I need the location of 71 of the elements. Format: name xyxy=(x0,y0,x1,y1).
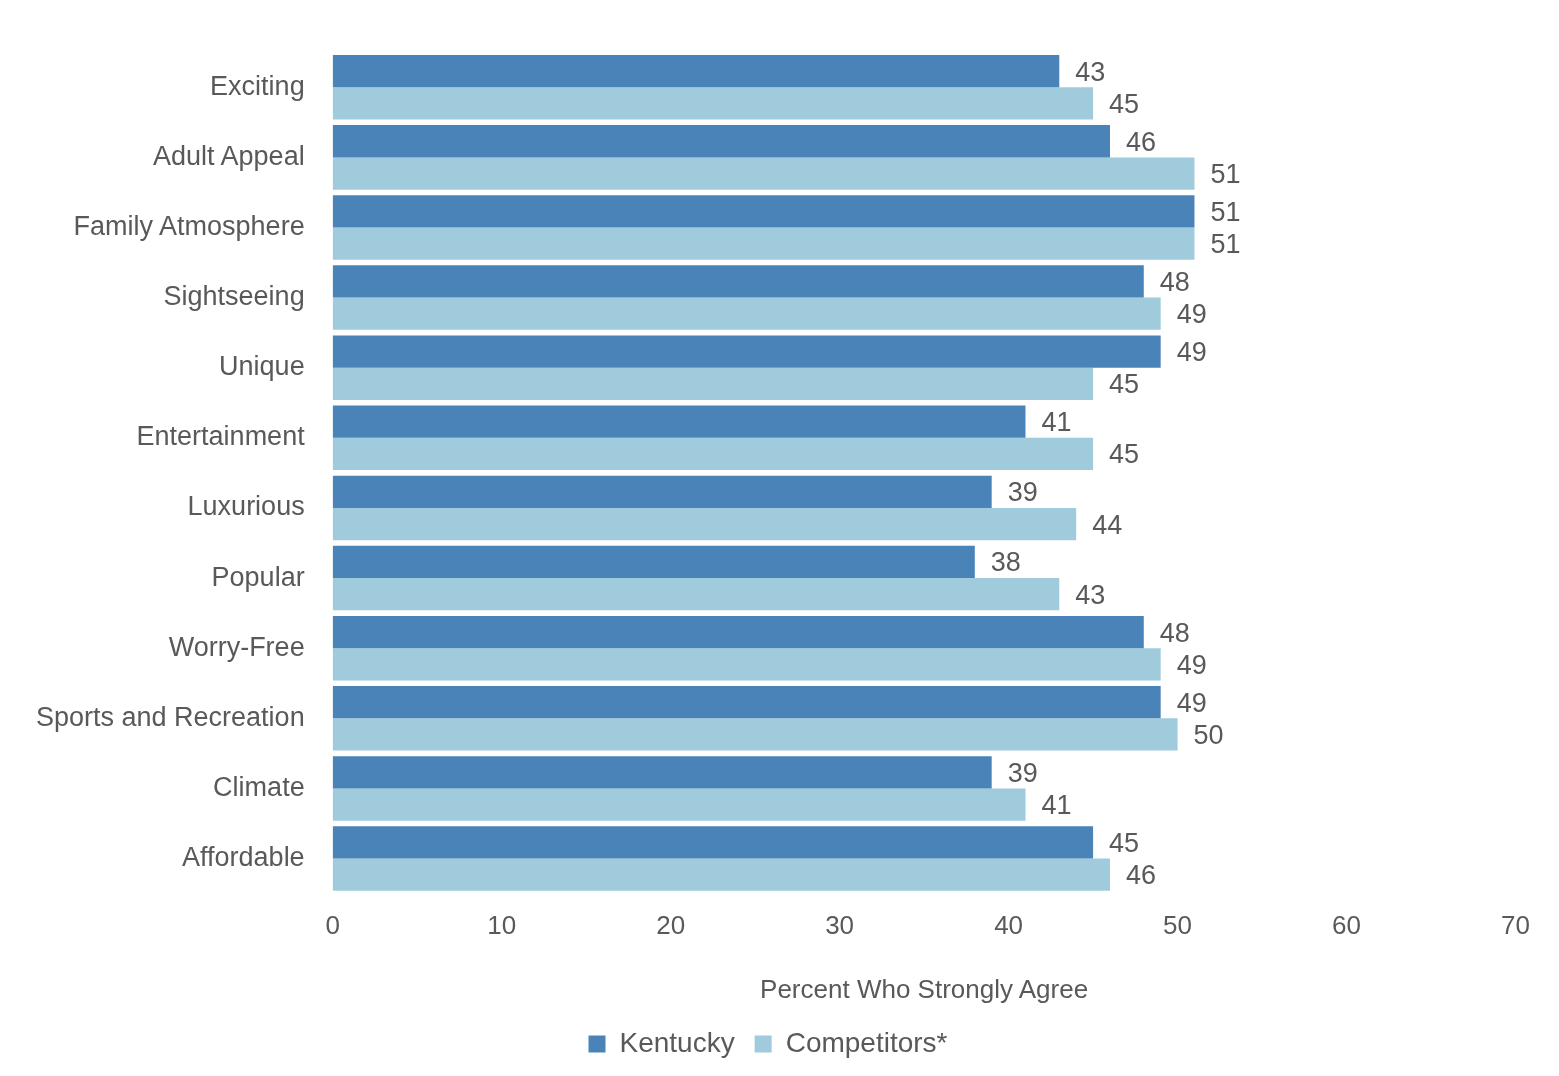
x-tick-label: 10 xyxy=(487,910,517,941)
x-tick-label: 40 xyxy=(994,910,1024,941)
x-tick-label: 60 xyxy=(1332,910,1362,941)
y-tick-label: Climate xyxy=(213,771,305,802)
bar xyxy=(332,615,1144,649)
data-label: 48 xyxy=(1159,617,1190,648)
y-tick-label: Unique xyxy=(219,351,305,382)
bar xyxy=(332,125,1110,158)
bar xyxy=(332,686,1161,719)
bar xyxy=(332,545,975,579)
bar xyxy=(332,788,1026,821)
bar xyxy=(332,648,1161,681)
bar xyxy=(332,826,1094,859)
bar xyxy=(332,55,1060,88)
data-label: 45 xyxy=(1109,88,1140,119)
y-tick-label: Luxurious xyxy=(187,491,305,522)
bar xyxy=(332,157,1195,190)
y-tick-label: Worry-Free xyxy=(168,631,305,662)
legend-label: Competitors* xyxy=(785,1026,948,1058)
data-label: 41 xyxy=(1041,407,1072,438)
bar xyxy=(332,335,1161,368)
y-tick-label: Exciting xyxy=(210,70,305,101)
legend-label: Kentucky xyxy=(619,1026,735,1058)
bar xyxy=(332,297,1161,330)
bar xyxy=(332,756,992,789)
data-label: 39 xyxy=(1007,477,1038,508)
data-label: 44 xyxy=(1092,509,1123,540)
data-label: 41 xyxy=(1041,790,1072,820)
data-label: 43 xyxy=(1075,56,1106,87)
data-label: 45 xyxy=(1109,439,1140,470)
data-label: 46 xyxy=(1125,860,1157,891)
bar xyxy=(332,227,1195,260)
data-label: 49 xyxy=(1176,649,1207,680)
data-label: 46 xyxy=(1125,126,1157,157)
data-label: 48 xyxy=(1159,266,1190,297)
y-tick-label: Sightseeing xyxy=(163,281,305,312)
x-tick-label: 20 xyxy=(656,910,686,941)
data-label: 49 xyxy=(1176,299,1207,330)
bar xyxy=(332,367,1094,400)
y-tick-label: Family Atmosphere xyxy=(73,210,305,241)
data-label: 49 xyxy=(1176,687,1207,718)
bar xyxy=(332,437,1094,471)
data-label: 38 xyxy=(990,547,1021,578)
bar xyxy=(332,195,1195,228)
y-tick-label: Entertainment xyxy=(136,421,306,452)
data-label: 49 xyxy=(1176,337,1207,368)
data-label: 45 xyxy=(1109,369,1140,400)
x-tick-label: 0 xyxy=(325,910,340,941)
data-label: 51 xyxy=(1210,196,1241,227)
x-tick-label: 50 xyxy=(1163,910,1193,941)
y-tick-label: Popular xyxy=(211,561,305,592)
x-tick-label: 70 xyxy=(1501,910,1530,941)
y-tick-label: Sports and Recreation xyxy=(36,701,305,732)
data-label: 50 xyxy=(1193,719,1224,750)
bar xyxy=(332,87,1094,120)
bar xyxy=(332,578,1060,611)
bar xyxy=(332,475,992,508)
bar xyxy=(332,858,1110,891)
x-axis-title: Percent Who Strongly Agree xyxy=(760,973,1089,1004)
y-tick-label: Affordable xyxy=(182,841,305,872)
data-label: 39 xyxy=(1007,757,1038,788)
bar xyxy=(332,265,1144,298)
data-label: 51 xyxy=(1210,158,1241,189)
data-label: 51 xyxy=(1210,229,1241,260)
bar xyxy=(332,718,1178,751)
data-label: 45 xyxy=(1109,827,1140,858)
bar xyxy=(332,405,1026,438)
bar xyxy=(332,507,1077,541)
y-tick-label: Adult Appeal xyxy=(153,140,305,171)
x-tick-label: 30 xyxy=(825,910,855,941)
data-label: 43 xyxy=(1075,579,1106,610)
